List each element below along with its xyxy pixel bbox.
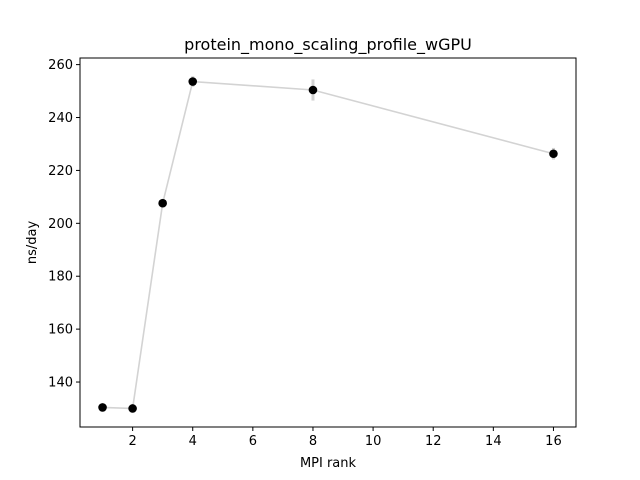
data-point bbox=[188, 77, 198, 86]
y-tick-label: 220 bbox=[48, 164, 73, 179]
x-tick-label: 12 bbox=[425, 434, 442, 449]
x-tick-label: 14 bbox=[485, 434, 502, 449]
y-axis-ticks: 140 160 180 200 220 240 260 bbox=[48, 58, 80, 391]
x-tick-label: 6 bbox=[249, 434, 257, 449]
x-axis-label: MPI rank bbox=[300, 456, 357, 471]
y-tick-label: 180 bbox=[48, 270, 73, 285]
y-tick-label: 260 bbox=[48, 58, 73, 73]
x-axis-ticks: 2 4 6 8 10 12 14 16 bbox=[128, 427, 562, 449]
y-tick-label: 200 bbox=[48, 217, 73, 232]
data-point bbox=[308, 85, 318, 95]
x-tick-label: 2 bbox=[128, 434, 136, 449]
y-tick-label: 240 bbox=[48, 111, 73, 126]
data-point bbox=[158, 198, 167, 208]
data-point bbox=[98, 403, 107, 412]
x-tick-label: 10 bbox=[365, 434, 382, 449]
chart-title: protein_mono_scaling_profile_wGPU bbox=[184, 35, 472, 55]
x-tick-label: 16 bbox=[545, 434, 562, 449]
x-tick-label: 4 bbox=[189, 434, 197, 449]
y-tick-label: 160 bbox=[48, 323, 73, 338]
data-point bbox=[549, 149, 558, 159]
series-layer bbox=[98, 76, 558, 413]
data-point bbox=[128, 404, 137, 413]
series-line bbox=[102, 80, 554, 410]
y-axis-label: ns/day bbox=[25, 221, 40, 265]
y-tick-label: 140 bbox=[48, 376, 73, 391]
plot-area bbox=[79, 57, 577, 428]
x-tick-label: 8 bbox=[309, 434, 317, 449]
